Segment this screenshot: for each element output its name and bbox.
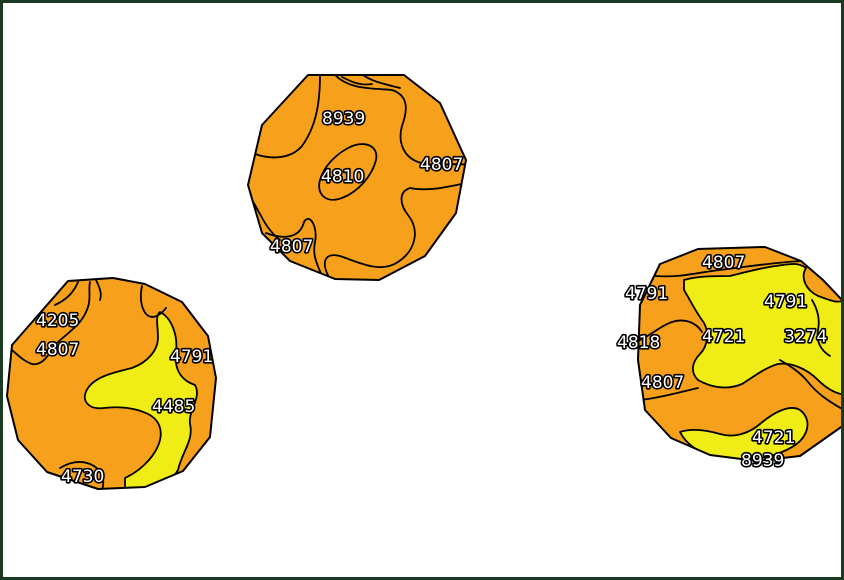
map-label-4791[interactable]: 4791 bbox=[623, 282, 669, 305]
map-label-4730[interactable]: 4730 bbox=[59, 465, 105, 488]
map-label-4807[interactable]: 4807 bbox=[34, 338, 80, 361]
map-patch-left[interactable]: 4205 4807 4791 4485 4730 bbox=[5, 277, 217, 490]
map-label-4205[interactable]: 4205 bbox=[34, 309, 80, 332]
patch-top-outline bbox=[247, 74, 467, 281]
map-label-8939[interactable]: 8939 bbox=[739, 449, 785, 472]
map-unit-4721-zone-main bbox=[683, 263, 841, 396]
map-label-4807[interactable]: 4807 bbox=[700, 251, 746, 274]
patch-left-outline bbox=[6, 277, 217, 490]
map-label-4810[interactable]: 4810 bbox=[319, 165, 365, 188]
map-label-4807[interactable]: 4807 bbox=[639, 371, 685, 394]
map-label-4807[interactable]: 4807 bbox=[268, 235, 314, 258]
patch-right-outline bbox=[637, 246, 841, 462]
map-label-4791[interactable]: 4791 bbox=[168, 345, 214, 368]
map-label-8939[interactable]: 8939 bbox=[320, 107, 366, 130]
map-label-4721[interactable]: 4721 bbox=[750, 426, 796, 449]
map-label-4791[interactable]: 4791 bbox=[762, 290, 808, 313]
patch-top-boundaries bbox=[249, 75, 466, 280]
map-patch-top[interactable]: 8939 4810 4807 4807 bbox=[247, 74, 470, 281]
map-label-4721[interactable]: 4721 bbox=[700, 325, 746, 348]
soil-map[interactable]: 8939 4810 4807 4807 4205 4807 4791 4485 … bbox=[3, 3, 841, 577]
map-label-4807[interactable]: 4807 bbox=[418, 153, 464, 176]
map-label-4818[interactable]: 4818 bbox=[615, 331, 661, 354]
map-unit-4791-zone bbox=[83, 311, 198, 489]
patch-right-boundaries bbox=[639, 260, 841, 461]
map-patch-right[interactable]: 4807 4791 4791 4818 4721 3274 4807 4721 … bbox=[615, 246, 841, 473]
patch-top-fill bbox=[248, 75, 466, 280]
map-label-3274[interactable]: 3274 bbox=[782, 325, 828, 348]
map-label-4485[interactable]: 4485 bbox=[150, 395, 196, 418]
